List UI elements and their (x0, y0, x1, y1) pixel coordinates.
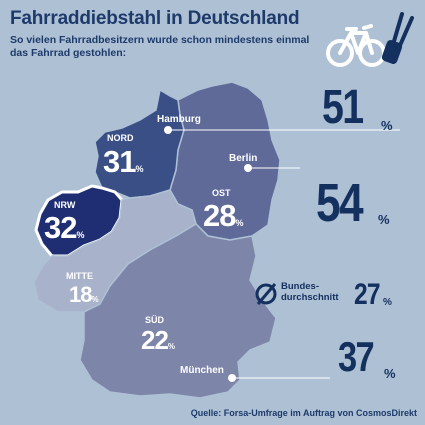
bicycle-icon (326, 24, 386, 67)
source-note: Quelle: Forsa-Umfrage im Auftrag von Cos… (190, 408, 417, 418)
city-value-berlin: 54 (316, 173, 364, 233)
region-label-mitte: MITTE (66, 271, 93, 281)
region-unit-ost: % (235, 218, 244, 228)
region-number-ost: 28 (203, 198, 236, 233)
average-label: Bundes- durchschnitt (281, 281, 339, 303)
region-name-sued: SÜD (145, 315, 165, 325)
region-value-nrw: 32% (44, 210, 85, 246)
average-unit: % (383, 297, 392, 308)
region-name-mitte: MITTE (66, 271, 93, 281)
region-number-sued: 22 (141, 325, 169, 355)
region-unit-nrw: % (76, 230, 85, 240)
region-unit-mitte: % (91, 295, 99, 304)
region-number-nord: 31 (103, 144, 136, 179)
average-symbol-icon (255, 283, 277, 305)
region-value-nord: 31% (103, 144, 144, 180)
average-value: 27 (354, 278, 381, 311)
region-number-nrw: 32 (44, 210, 77, 245)
region-name-nord: NORD (107, 133, 134, 143)
city-unit-hamburg: % (381, 118, 393, 133)
region-sued (79, 223, 277, 399)
region-unit-sued: % (167, 342, 176, 351)
region-label-nrw: NRW (54, 200, 75, 210)
berlin-dot (244, 164, 252, 172)
city-unit-berlin: % (378, 212, 390, 227)
city-label-berlin: Berlin (229, 153, 258, 164)
region-label-ost: OST (212, 188, 231, 198)
city-label-hamburg: Hamburg (157, 114, 201, 125)
region-unit-nord: % (135, 164, 144, 174)
region-value-ost: 28% (203, 198, 244, 234)
average-label-line1: Bundes- (281, 281, 319, 292)
muenchen-dot (228, 374, 236, 382)
subtitle: So vielen Fahrradbesitzern wurde schon m… (10, 34, 310, 59)
city-value-muenchen: 37 (338, 333, 375, 380)
region-label-sued: SÜD (145, 315, 164, 325)
region-value-mitte: 18% (69, 282, 99, 308)
region-name-nrw: NRW (54, 200, 76, 210)
region-name-ost: OST (212, 188, 231, 198)
average-label-line2: durchschnitt (281, 292, 339, 303)
page-title: Fahrraddiebstahl in Deutschland (10, 8, 300, 29)
bolt-cutter-icon (381, 12, 414, 64)
city-unit-muenchen: % (384, 366, 396, 381)
city-value-hamburg: 51 (322, 81, 364, 134)
region-value-sued: 22% (141, 325, 175, 356)
region-number-mitte: 18 (69, 282, 93, 307)
region-label-nord: NORD (107, 133, 134, 143)
hamburg-dot (164, 126, 172, 134)
city-label-muenchen: München (180, 365, 224, 376)
